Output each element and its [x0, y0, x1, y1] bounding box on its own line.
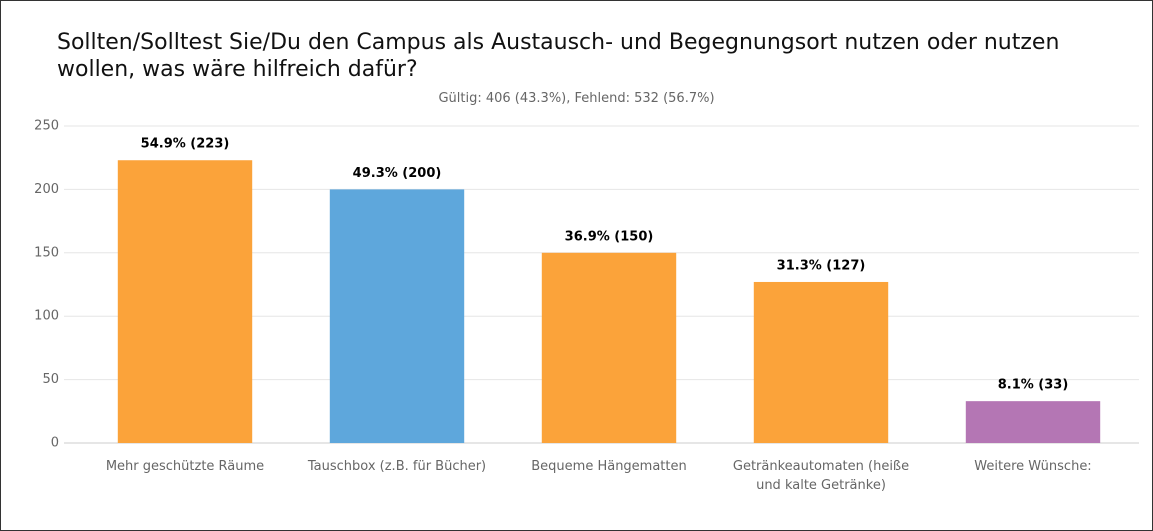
bar	[117, 160, 253, 443]
value-label: 49.3% (200)	[353, 166, 442, 181]
y-tick-label: 100	[34, 309, 59, 324]
y-tick-label: 200	[34, 182, 59, 197]
y-tick-label: 0	[51, 436, 59, 451]
x-tick-label: Tauschbox (z.B. für Bücher)	[307, 459, 487, 474]
x-tick-label: Mehr geschützte Räume	[105, 459, 265, 474]
y-tick-label: 250	[34, 119, 59, 134]
bar	[965, 401, 1101, 443]
x-tick-label: Getränkeautomaten (heiße und kalte Geträ…	[732, 459, 910, 493]
bar	[753, 281, 889, 443]
x-tick-label: Bequeme Hängematten	[531, 459, 687, 474]
bar	[541, 252, 677, 443]
y-tick-label: 50	[42, 372, 59, 387]
value-label: 31.3% (127)	[777, 258, 866, 273]
chart-subtitle: Gültig: 406 (43.3%), Fehlend: 532 (56.7%…	[438, 91, 715, 106]
value-label: 54.9% (223)	[141, 137, 230, 152]
value-label: 8.1% (33)	[998, 378, 1069, 393]
y-tick-label: 150	[34, 245, 59, 260]
value-label: 36.9% (150)	[565, 229, 654, 244]
bar	[329, 189, 465, 443]
x-tick-label: Weitere Wünsche:	[974, 459, 1092, 474]
chart-title: Sollten/Solltest Sie/Du den Campus als A…	[57, 30, 1060, 82]
